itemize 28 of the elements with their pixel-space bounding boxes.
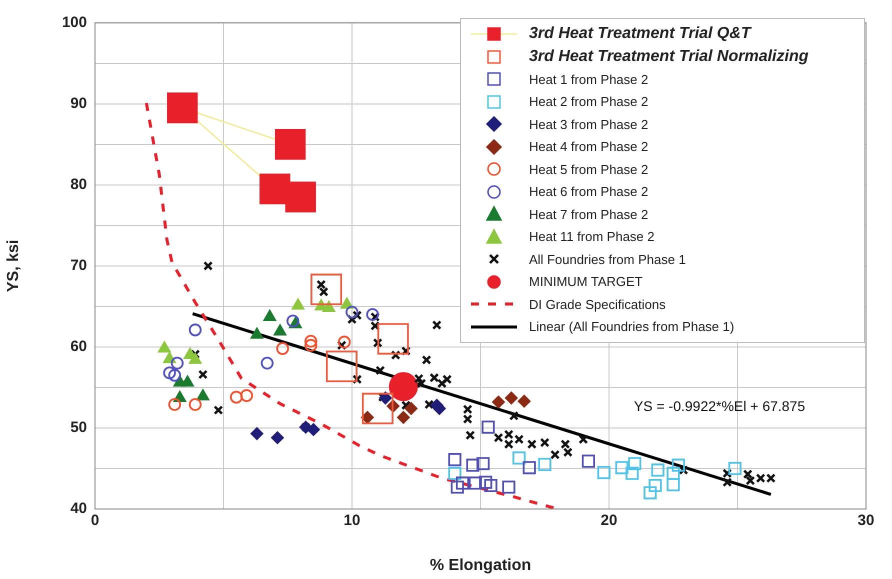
legend-label: MINIMUM TARGET — [529, 274, 643, 290]
x-tick-label: 10 — [344, 512, 360, 530]
y-axis-title: YS, ksi — [5, 240, 22, 292]
x-tick-label: 20 — [600, 512, 618, 530]
x-tick-label: 30 — [858, 512, 874, 530]
y-tick-label: 60 — [70, 338, 87, 356]
annotation: YS = -0.9922*%El + 67.875 — [634, 398, 806, 414]
legend-label: Linear (All Foundries from Phase 1) — [529, 319, 734, 334]
legend-label: Heat 11 from Phase 2 — [529, 229, 654, 244]
legend-label: Heat 1 from Phase 2 — [529, 72, 648, 87]
legend-label: DI Grade Specifications — [529, 296, 666, 312]
legend-label: 3rd Heat Treatment Trial Normalizing — [529, 48, 808, 66]
legend-label: Heat 4 from Phase 2 — [529, 139, 648, 154]
legend-label: Heat 5 from Phase 2 — [529, 162, 648, 177]
legend-label: Heat 7 from Phase 2 — [529, 206, 648, 222]
x-axis-title: % Elongation — [430, 556, 532, 574]
x-tick-label: 0 — [90, 512, 100, 530]
y-tick-label: 90 — [70, 94, 87, 112]
legend-label: All Foundries from Phase 1 — [529, 252, 686, 267]
y-tick-label: 70 — [70, 257, 87, 274]
y-tick-label: 80 — [70, 176, 87, 194]
legend-label: 3rd Heat Treatment Trial Q&T — [529, 25, 751, 44]
y-tick-label: 50 — [70, 419, 87, 436]
y-tick-label: 100 — [62, 14, 87, 31]
legend-label: Heat 2 from Phase 2 — [529, 94, 648, 110]
legend-label: Heat 6 from Phase 2 — [529, 184, 648, 200]
y-tick-label: 40 — [70, 500, 87, 518]
legend-label: Heat 3 from Phase 2 — [529, 116, 648, 132]
